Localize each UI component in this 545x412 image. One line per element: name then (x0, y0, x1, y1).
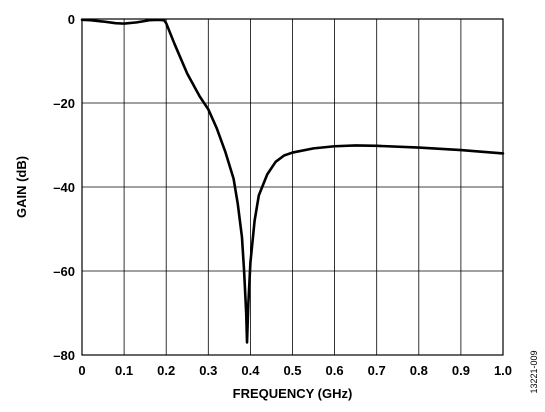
y-tick-label: –40 (53, 180, 75, 195)
y-axis-title: GAIN (dB) (14, 156, 29, 218)
x-tick-labels: 0 0.1 0.2 0.3 0.4 0.5 0.6 0.7 0.8 0.9 1.0 (78, 363, 512, 378)
x-tick-label: 0.4 (241, 363, 260, 378)
x-tick-label: 0.1 (115, 363, 133, 378)
x-tick-label: 1.0 (494, 363, 512, 378)
y-tick-label: 0 (68, 12, 75, 27)
y-tick-label: –80 (53, 348, 75, 363)
x-tick-label: 0.8 (410, 363, 428, 378)
x-tick-label: 0.5 (283, 363, 301, 378)
x-tick-label: 0.6 (326, 363, 344, 378)
grid-lines (81, 18, 504, 356)
y-tick-labels: 0 –20 –40 –60 –80 (53, 12, 75, 363)
x-axis-title: FREQUENCY (GHz) (233, 386, 353, 401)
x-tick-label: 0.3 (199, 363, 217, 378)
series-layer (80, 18, 505, 344)
x-tick-label: 0 (78, 363, 85, 378)
x-tick-label: 0.2 (157, 363, 175, 378)
y-tick-label: –60 (53, 264, 75, 279)
x-tick-label: 0.7 (368, 363, 386, 378)
plot-frame (81, 18, 504, 356)
gain-series-line (80, 18, 505, 344)
y-tick-label: –20 (53, 96, 75, 111)
x-tick-label: 0.9 (452, 363, 470, 378)
figure-id: 13221-009 (529, 350, 539, 393)
